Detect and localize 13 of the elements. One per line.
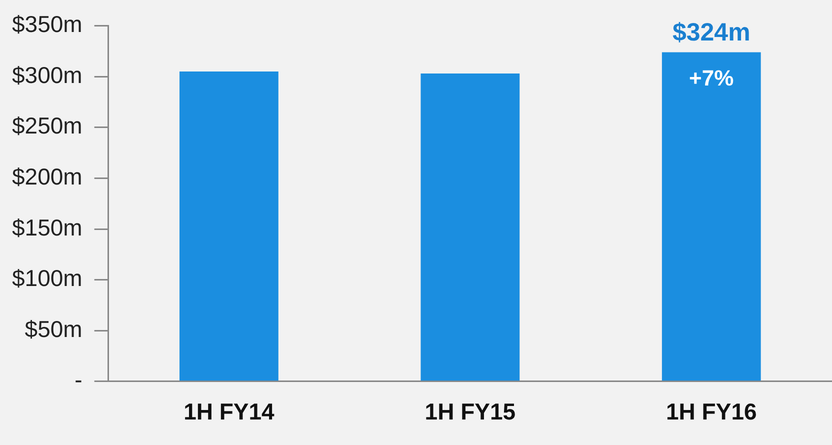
x-tick-label: 1H FY15	[424, 398, 516, 425]
y-tick-label: $50m	[24, 316, 82, 342]
y-tick-label: -	[74, 366, 82, 393]
y-tick-label: $300m	[12, 62, 82, 88]
data-label: $324m	[672, 18, 750, 47]
annotation: +7%	[689, 65, 734, 90]
x-tick-label: 1H FY16	[666, 398, 757, 425]
x-tick-label: 1H FY14	[184, 398, 275, 425]
y-tick-label: $200m	[12, 164, 82, 190]
y-tick-label: $250m	[12, 112, 82, 139]
y-tick-label: $150m	[12, 214, 82, 240]
y-tick-label: $100m	[12, 265, 82, 292]
y-tick-label: $350m	[12, 11, 82, 38]
